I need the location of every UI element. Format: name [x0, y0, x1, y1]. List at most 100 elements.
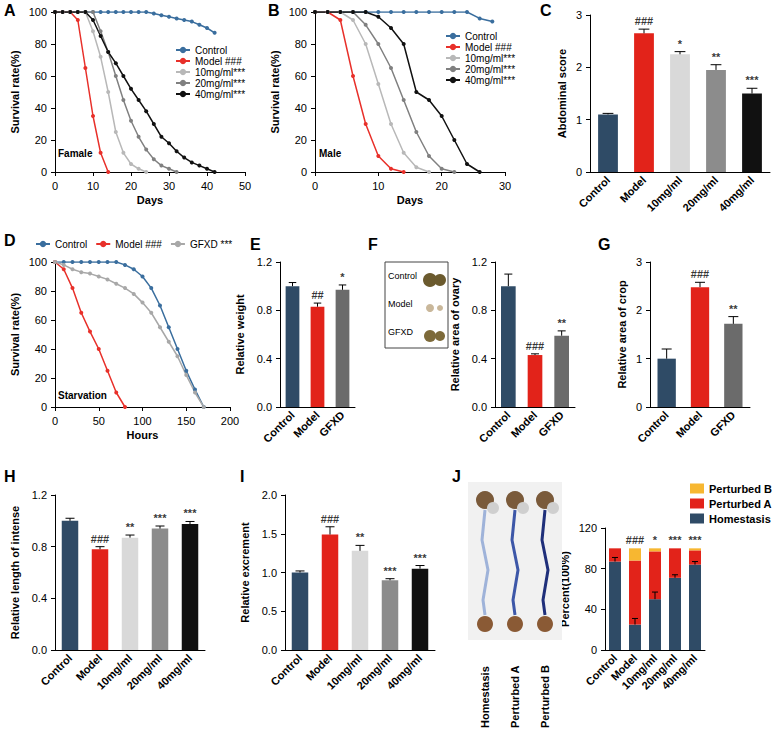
- svg-text:60: 60: [295, 70, 307, 82]
- svg-text:30: 30: [163, 180, 175, 192]
- svg-text:10mg/ml***: 10mg/ml***: [195, 67, 245, 78]
- svg-text:0.4: 0.4: [472, 353, 487, 365]
- svg-text:**: **: [712, 51, 721, 63]
- svg-text:**: **: [729, 303, 738, 315]
- svg-text:**: **: [356, 531, 365, 543]
- svg-text:Hours: Hours: [127, 429, 159, 441]
- svg-text:Model: Model: [508, 409, 539, 440]
- svg-text:J: J: [452, 468, 461, 485]
- svg-text:0.0: 0.0: [32, 644, 47, 656]
- svg-text:Abdominal score: Abdominal score: [556, 49, 568, 138]
- svg-text:F: F: [368, 236, 378, 253]
- svg-text:Model ###: Model ###: [465, 42, 512, 53]
- svg-text:***: ***: [154, 512, 168, 524]
- svg-text:120: 120: [579, 522, 597, 534]
- svg-text:40mg/ml: 40mg/ml: [716, 174, 756, 214]
- svg-text:40mg/ml***: 40mg/ml***: [465, 75, 515, 86]
- svg-text:50: 50: [239, 180, 251, 192]
- svg-text:Perturbed A: Perturbed A: [709, 498, 772, 510]
- svg-text:0.5: 0.5: [262, 605, 277, 617]
- svg-text:GFXD: GFXD: [708, 409, 738, 439]
- svg-text:2: 2: [636, 304, 642, 316]
- svg-text:Control: Control: [195, 45, 227, 56]
- svg-text:200: 200: [221, 415, 239, 427]
- svg-text:Relative area of ovary: Relative area of ovary: [449, 277, 461, 392]
- svg-text:###: ###: [691, 268, 709, 280]
- svg-text:GFXD: GFXD: [317, 409, 347, 439]
- svg-text:GFXD: GFXD: [388, 327, 414, 337]
- svg-text:3: 3: [636, 256, 642, 268]
- svg-text:0: 0: [41, 401, 47, 413]
- svg-text:###: ###: [635, 15, 653, 27]
- svg-text:0: 0: [591, 644, 597, 656]
- svg-text:###: ###: [526, 340, 544, 352]
- svg-text:1.2: 1.2: [257, 256, 272, 268]
- svg-text:10mg/ml: 10mg/ml: [644, 174, 684, 214]
- svg-text:40: 40: [295, 102, 307, 114]
- svg-text:G: G: [598, 236, 610, 253]
- svg-text:1: 1: [636, 353, 642, 365]
- svg-text:0.0: 0.0: [257, 401, 272, 413]
- svg-text:50: 50: [93, 415, 105, 427]
- svg-text:Control: Control: [635, 409, 671, 445]
- svg-text:Control: Control: [55, 239, 87, 250]
- svg-text:E: E: [250, 236, 261, 253]
- svg-text:1: 1: [576, 114, 582, 126]
- svg-text:Homestasis: Homestasis: [709, 513, 771, 525]
- svg-text:GFXD ***: GFXD ***: [190, 239, 232, 250]
- svg-text:I: I: [240, 468, 244, 485]
- svg-text:Starvation: Starvation: [58, 390, 107, 401]
- svg-text:3: 3: [576, 9, 582, 21]
- svg-text:20: 20: [35, 134, 47, 146]
- svg-text:Control: Control: [268, 652, 304, 688]
- svg-text:80: 80: [585, 563, 597, 575]
- svg-text:150: 150: [177, 415, 195, 427]
- svg-text:Relative area of crop: Relative area of crop: [616, 280, 628, 388]
- svg-text:Male: Male: [319, 148, 342, 159]
- svg-text:20mg/ml***: 20mg/ml***: [195, 78, 245, 89]
- svg-text:Control: Control: [465, 31, 497, 42]
- svg-text:Survival rate(%): Survival rate(%): [269, 50, 281, 133]
- svg-text:0: 0: [576, 166, 582, 178]
- svg-text:Model: Model: [673, 409, 704, 440]
- svg-text:###: ###: [91, 533, 109, 545]
- svg-text:40: 40: [585, 603, 597, 615]
- svg-text:0.0: 0.0: [262, 644, 277, 656]
- svg-text:0.8: 0.8: [257, 304, 272, 316]
- svg-text:100: 100: [133, 415, 151, 427]
- svg-text:***: ***: [746, 74, 760, 86]
- svg-text:0.8: 0.8: [472, 304, 487, 316]
- svg-text:40: 40: [35, 343, 47, 355]
- svg-text:***: ***: [184, 507, 198, 519]
- svg-text:Days: Days: [137, 194, 163, 206]
- svg-text:Control: Control: [261, 409, 297, 445]
- svg-text:60: 60: [35, 314, 47, 326]
- svg-text:0: 0: [312, 180, 318, 192]
- svg-text:40mg/ml: 40mg/ml: [659, 652, 699, 692]
- svg-text:*: *: [340, 271, 345, 283]
- svg-text:**: **: [557, 317, 566, 329]
- svg-text:100: 100: [29, 6, 47, 18]
- svg-text:Perturbed B: Perturbed B: [539, 665, 551, 728]
- svg-text:2: 2: [576, 61, 582, 73]
- svg-text:C: C: [540, 2, 552, 19]
- svg-text:0: 0: [301, 166, 307, 178]
- svg-text:*: *: [653, 534, 658, 546]
- svg-text:100: 100: [289, 6, 307, 18]
- svg-text:1.0: 1.0: [262, 567, 277, 579]
- svg-text:0.0: 0.0: [472, 401, 487, 413]
- svg-text:0: 0: [52, 415, 58, 427]
- svg-text:100: 100: [29, 256, 47, 268]
- svg-text:Model ###: Model ###: [195, 56, 242, 67]
- svg-text:40: 40: [35, 102, 47, 114]
- svg-text:Survival rate(%): Survival rate(%): [9, 293, 21, 376]
- svg-text:***: ***: [384, 565, 398, 577]
- svg-text:***: ***: [414, 552, 428, 564]
- svg-text:GFXD: GFXD: [536, 409, 566, 439]
- svg-text:Control: Control: [388, 271, 417, 281]
- svg-text:20: 20: [436, 180, 448, 192]
- svg-text:B: B: [268, 2, 280, 19]
- svg-text:1.2: 1.2: [32, 489, 47, 501]
- svg-text:*: *: [678, 38, 683, 50]
- svg-text:Relative weight: Relative weight: [234, 294, 246, 374]
